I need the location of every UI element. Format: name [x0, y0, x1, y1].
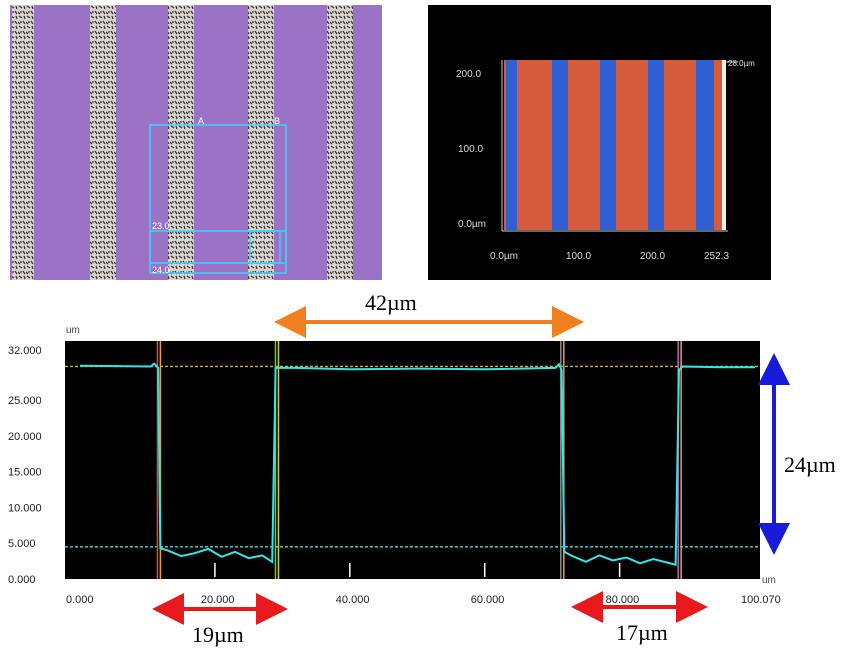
box-label-b: B	[274, 116, 280, 126]
y-unit-label: um	[66, 325, 80, 336]
x-tick-labels: 0.000 20.000 40.000 60.000 80.000 100.070	[66, 594, 781, 606]
map-x-tick-1: 0.0µm	[490, 251, 518, 262]
right-gap-label: 17µm	[616, 620, 668, 645]
box-label-d: 24.0	[152, 265, 170, 275]
electrode-lines	[12, 5, 353, 280]
x-tick-label: 60.000	[471, 594, 505, 606]
top-span-label: 42µm	[365, 290, 417, 315]
height-map-svg: 200.0 100.0 0.0µm 0.0µm 100.0 200.0 252.…	[456, 59, 755, 262]
x-tick-marks	[214, 563, 621, 577]
measurement-box	[149, 124, 287, 274]
y-tick-labels: 32.000 25.000 20.000 15.000 10.000 5.000 0.000	[8, 345, 42, 586]
micrograph-image: A B 23.0 24.0	[10, 5, 382, 280]
x-tick-label: 20.000	[201, 594, 235, 606]
y-tick-label: 32.000	[8, 345, 42, 357]
plot-area	[65, 341, 760, 579]
map-x-tick-3: 200.0	[640, 251, 665, 262]
y-tick-label: 25.000	[8, 395, 42, 407]
profile-chart: um um 32.000 25.000 20.000 15.000 10.000 5.00…	[8, 306, 790, 625]
left-gap-label: 19µm	[192, 622, 244, 647]
micrograph-svg: A B 23.0 24.0	[12, 5, 353, 280]
profile-series-line	[79, 362, 755, 566]
map-y-tick-3: 0.0µm	[458, 219, 486, 230]
x-tick-label: 80.000	[606, 594, 640, 606]
map-x-tick-2: 100.0	[566, 251, 591, 262]
y-tick-label: 15.000	[8, 467, 42, 479]
x-unit-label: um	[762, 575, 776, 586]
map-x-tick-4: 252.3	[704, 251, 729, 262]
y-tick-label: 10.000	[8, 502, 42, 514]
y-tick-label: 20.000	[8, 431, 42, 443]
box-label-a: A	[198, 116, 204, 126]
map-scale-label: 28.0µm	[728, 59, 755, 68]
box-label-c: 23.0	[152, 221, 170, 231]
reference-lines	[65, 365, 760, 548]
height-map-image: 200.0 100.0 0.0µm 0.0µm 100.0 200.0 252.…	[428, 5, 771, 280]
x-tick-label: 100.070	[741, 594, 781, 606]
map-y-tick-2: 100.0	[458, 144, 483, 155]
y-tick-label: 5.000	[8, 538, 36, 550]
height-map-axes	[501, 60, 738, 232]
height-map-bands	[504, 60, 726, 230]
y-tick-label: 0.000	[8, 574, 36, 586]
x-tick-label: 0.000	[66, 594, 94, 606]
x-tick-label: 40.000	[336, 594, 370, 606]
map-y-tick-1: 200.0	[456, 69, 481, 80]
height-span-label: 24µm	[784, 452, 836, 477]
